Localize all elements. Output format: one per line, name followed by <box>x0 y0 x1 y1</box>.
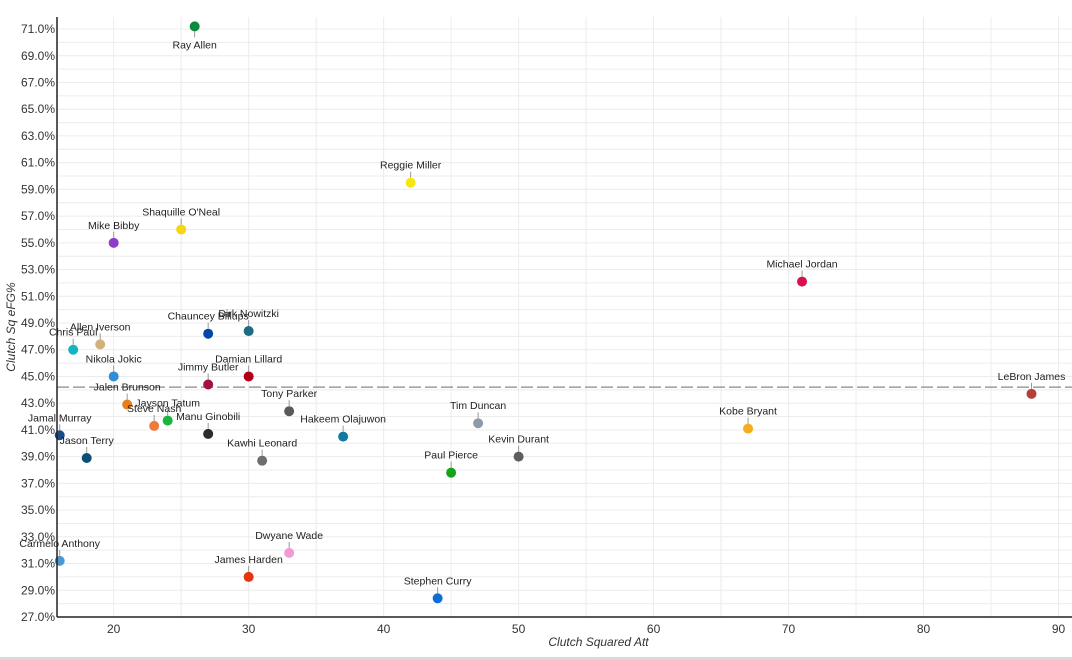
y-tick-label: 37.0% <box>21 476 55 490</box>
point-label: Dwyane Wade <box>255 530 323 542</box>
data-point[interactable] <box>54 555 65 566</box>
y-tick-label: 61.0% <box>21 156 55 170</box>
data-point[interactable] <box>162 415 173 426</box>
data-point[interactable] <box>203 428 214 439</box>
point-label: Jayson Tatum <box>135 398 200 410</box>
y-tick-label: 55.0% <box>21 236 55 250</box>
x-tick-label: 80 <box>917 622 931 636</box>
point-label: Reggie Miller <box>380 160 442 172</box>
point-label: Paul Pierce <box>424 450 478 462</box>
y-tick-label: 49.0% <box>21 316 55 330</box>
x-tick-label: 60 <box>647 622 661 636</box>
data-point[interactable] <box>95 339 106 350</box>
x-tick-label: 30 <box>242 622 256 636</box>
point-label: Steve Nash <box>127 403 181 415</box>
point-label: Chris Paul <box>49 327 97 339</box>
point-label: Dirk Nowitzki <box>218 308 279 320</box>
point-label: Tim Duncan <box>450 400 506 412</box>
data-point[interactable] <box>743 423 754 434</box>
y-tick-label: 65.0% <box>21 102 55 116</box>
data-point[interactable] <box>797 276 808 287</box>
data-point[interactable] <box>405 177 416 188</box>
point-label: Hakeem Olajuwon <box>300 414 386 426</box>
point-label: Allen Iverson <box>70 321 131 333</box>
data-point[interactable] <box>284 406 295 417</box>
point-label: Nikola Jokic <box>86 353 142 365</box>
x-tick-label: 20 <box>107 622 121 636</box>
y-tick-label: 45.0% <box>21 369 55 383</box>
x-tick-label: 40 <box>377 622 391 636</box>
point-label: Ray Allen <box>172 39 217 51</box>
point-label: Stephen Curry <box>404 575 472 587</box>
y-tick-label: 57.0% <box>21 209 55 223</box>
data-point[interactable] <box>122 399 133 410</box>
point-label: Carmelo Anthony <box>19 538 100 550</box>
axes <box>56 17 1072 618</box>
y-tick-label: 43.0% <box>21 396 55 410</box>
data-point[interactable] <box>149 420 160 431</box>
y-tick-label: 71.0% <box>21 22 55 36</box>
data-point[interactable] <box>513 451 524 462</box>
y-axis-title: Clutch Sq eFG% <box>4 282 18 372</box>
data-point[interactable] <box>176 224 187 235</box>
data-point[interactable] <box>446 467 457 478</box>
y-tick-label: 29.0% <box>21 583 55 597</box>
data-point[interactable] <box>243 571 254 582</box>
data-point[interactable] <box>108 371 119 382</box>
tick-labels: 20 30 40 50 60 70 80 90 27.0% 29.0% 31.0% 33.0% 35.0… <box>21 22 1066 636</box>
point-label: Tony Parker <box>261 388 318 400</box>
point-label: Manu Ginobili <box>176 411 240 423</box>
point-label: Kobe Bryant <box>719 406 777 418</box>
data-point[interactable] <box>108 237 119 248</box>
data-point[interactable] <box>243 326 254 337</box>
bottom-scroll-bar <box>0 657 1072 660</box>
point-label: Michael Jordan <box>766 259 837 271</box>
y-tick-label: 39.0% <box>21 450 55 464</box>
y-tick-label: 31.0% <box>21 557 55 571</box>
data-point[interactable] <box>338 431 349 442</box>
y-tick-label: 67.0% <box>21 75 55 89</box>
x-tick-label: 50 <box>512 622 526 636</box>
point-label: Kevin Durant <box>488 434 549 446</box>
data-point[interactable] <box>1026 388 1037 399</box>
data-point[interactable] <box>203 328 214 339</box>
data-point[interactable] <box>203 379 214 390</box>
x-axis-title: Clutch Squared Att <box>548 635 649 649</box>
y-tick-label: 35.0% <box>21 503 55 517</box>
point-label: Damian Lillard <box>215 353 282 365</box>
point-label: Jalen Brunson <box>94 382 161 394</box>
data-point[interactable] <box>432 593 443 604</box>
point-label: Jason Terry <box>60 435 115 447</box>
x-tick-label: 70 <box>782 622 796 636</box>
y-tick-label: 59.0% <box>21 182 55 196</box>
y-tick-label: 63.0% <box>21 129 55 143</box>
point-label: Kawhi Leonard <box>227 438 297 450</box>
y-tick-label: 53.0% <box>21 263 55 277</box>
data-points <box>54 21 1037 604</box>
data-point[interactable] <box>243 371 254 382</box>
y-tick-label: 69.0% <box>21 49 55 63</box>
y-tick-label: 27.0% <box>21 610 55 624</box>
data-point[interactable] <box>284 547 295 558</box>
data-point[interactable] <box>257 455 268 466</box>
y-tick-label: 51.0% <box>21 289 55 303</box>
data-point[interactable] <box>81 452 92 463</box>
x-tick-label: 90 <box>1052 622 1066 636</box>
point-label: Jamal Murray <box>28 412 92 424</box>
point-label: Chauncey Billups <box>168 311 249 323</box>
point-label: James Harden <box>215 554 283 566</box>
grid <box>57 17 1072 618</box>
point-label: Shaquille O'Neal <box>142 206 220 218</box>
data-point[interactable] <box>473 418 484 429</box>
y-tick-label: 47.0% <box>21 343 55 357</box>
point-label: LeBron James <box>998 371 1066 383</box>
y-tick-label: 41.0% <box>21 423 55 437</box>
point-label: Mike Bibby <box>88 220 140 232</box>
data-point[interactable] <box>189 21 200 32</box>
y-tick-label: 33.0% <box>21 530 55 544</box>
point-label: Jimmy Butler <box>178 361 239 373</box>
data-point[interactable] <box>68 344 79 355</box>
